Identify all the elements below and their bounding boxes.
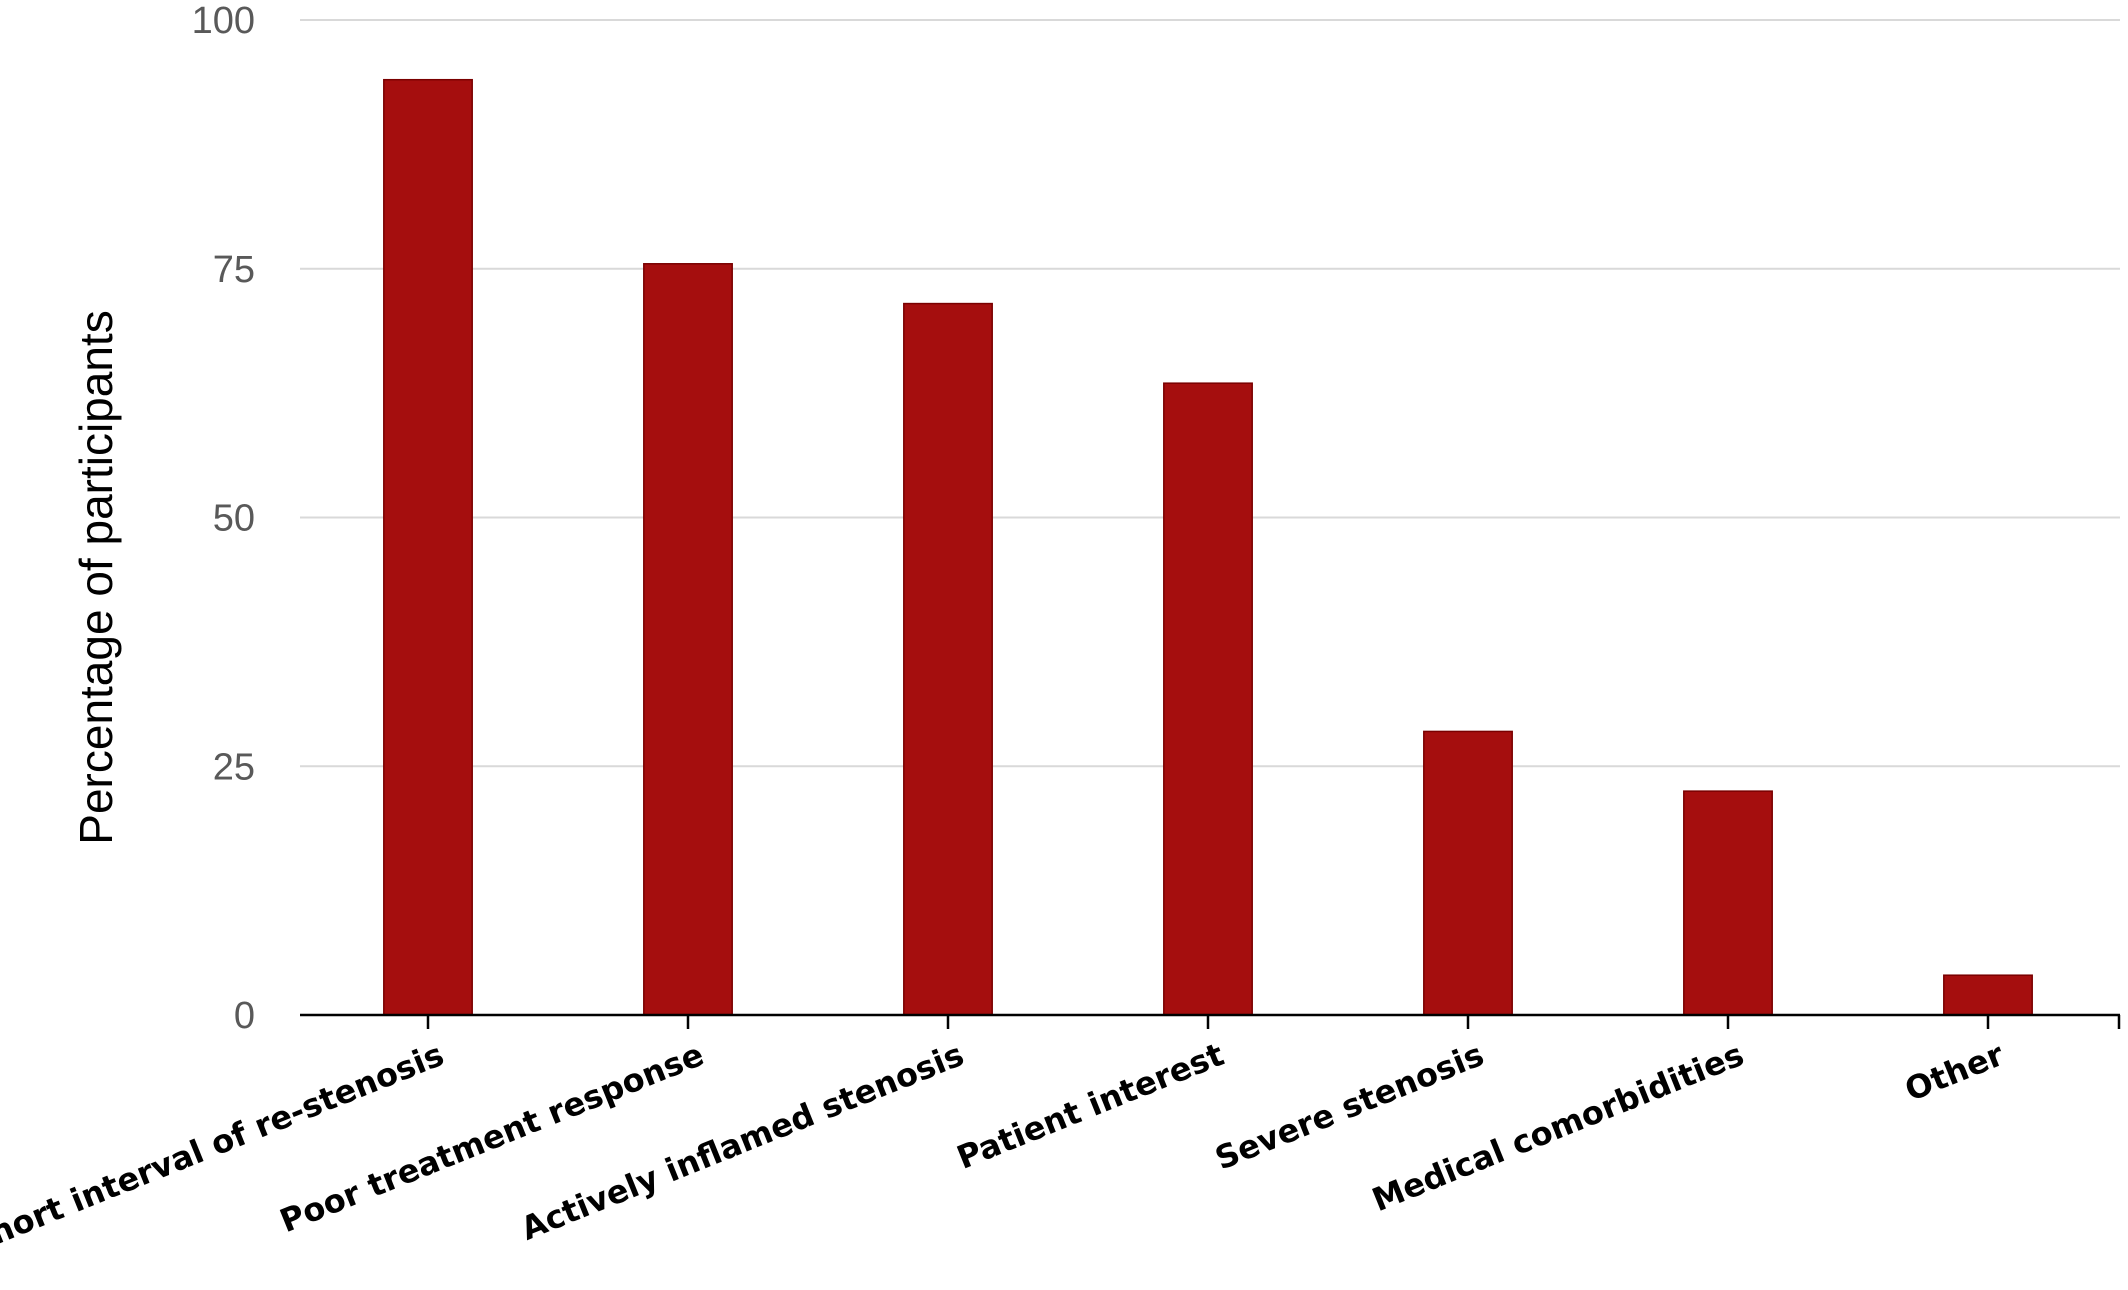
bar (643, 263, 733, 1016)
bar (1163, 382, 1253, 1016)
bar (903, 302, 993, 1016)
x-tick-label: Patient interest (951, 1035, 1229, 1177)
bar-layer (383, 78, 2033, 1016)
y-tick-label: 75 (213, 249, 255, 291)
x-tick-label: Poor treatment response (275, 1035, 709, 1240)
bar (383, 78, 473, 1016)
bar (1423, 730, 1513, 1016)
y-tick-label: 100 (192, 0, 255, 42)
x-tick-label: Short interval of re-stenosis (0, 1035, 449, 1261)
y-tick-label: 25 (213, 746, 255, 788)
y-tick-label: 50 (213, 498, 255, 540)
bar (1943, 974, 2033, 1016)
y-axis-title: Percentage of participants (70, 310, 122, 844)
bar (1683, 790, 1773, 1016)
x-tick-label: Actively inflamed stenosis (516, 1035, 969, 1248)
y-tick-label: 0 (234, 995, 255, 1037)
x-tick-label: Other (1899, 1035, 2009, 1109)
axis-layer (300, 1013, 2121, 1029)
